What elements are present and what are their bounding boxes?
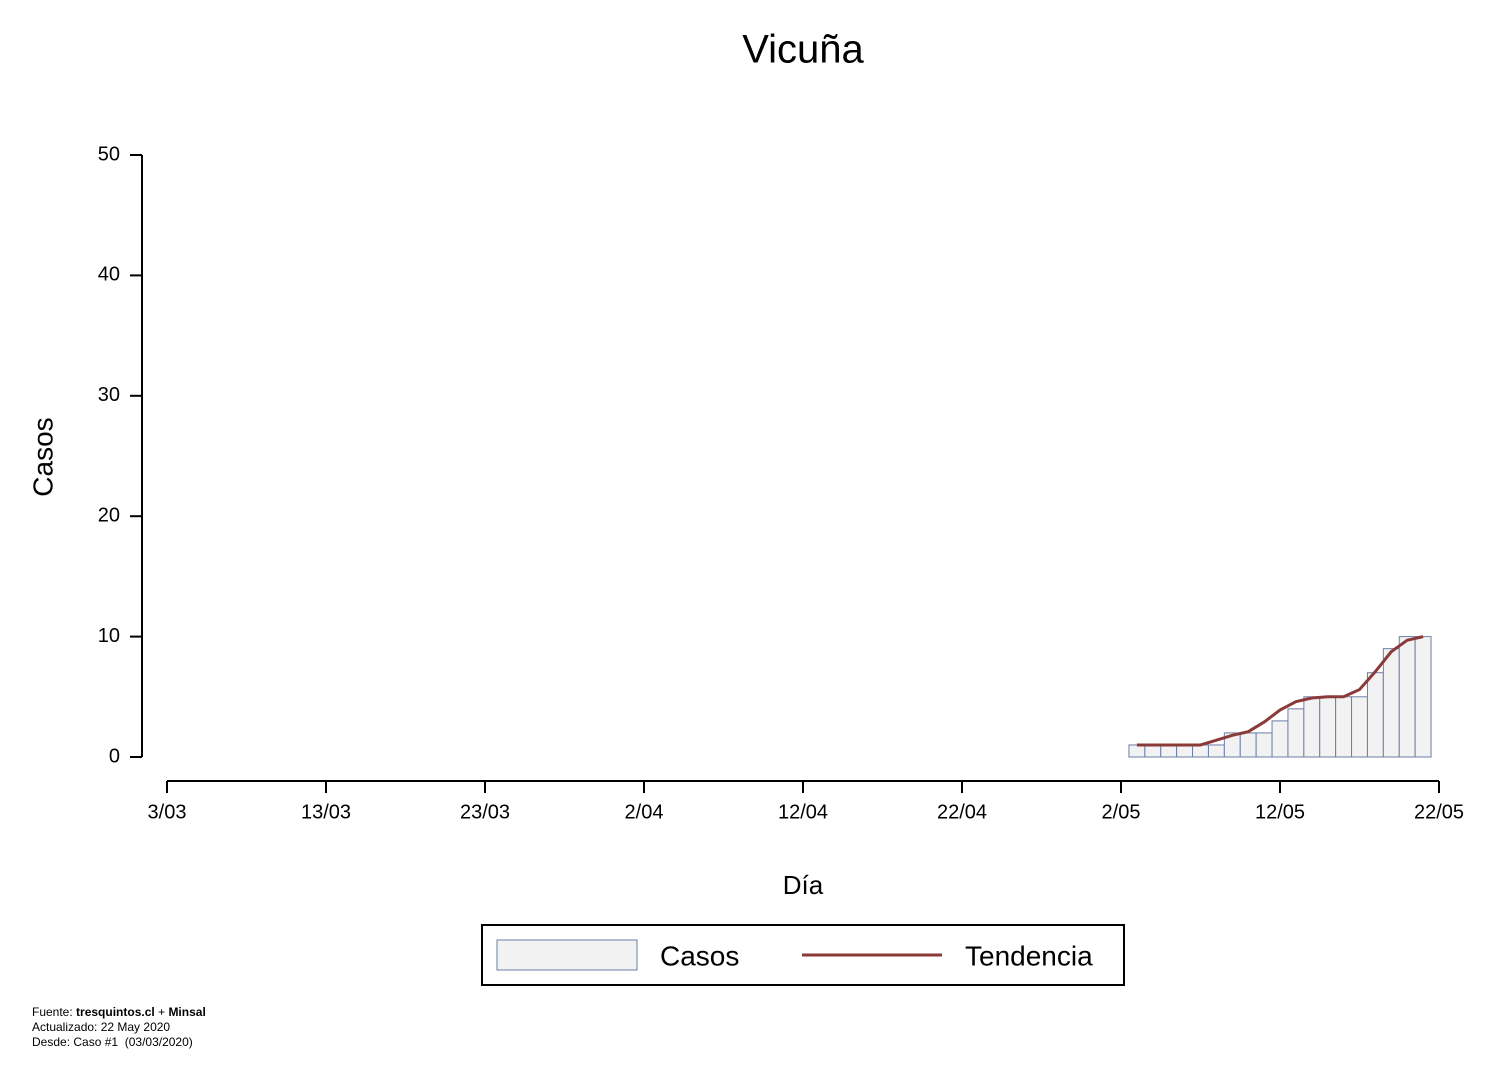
bar [1303,696,1321,758]
x-tick-label: 12/05 [1255,801,1305,823]
legend-swatch [496,939,638,971]
x-tick-label: 23/03 [460,801,510,823]
bar [1160,744,1178,758]
y-tick-label: 50 [98,143,120,165]
legend-label: Casos [660,940,739,971]
y-axis-label: Casos [27,417,58,496]
bar [1382,648,1400,758]
x-tick-label: 22/04 [937,801,987,823]
trend-line [1136,635,1424,747]
bar [1192,744,1209,758]
bar [1144,744,1162,758]
bar [1414,636,1432,758]
chart-title: Vicuña [742,28,864,72]
bar [1207,744,1225,758]
y-tick-label: 0 [109,745,120,767]
x-tick-label: 12/04 [778,801,828,823]
source-plus: + [158,1005,165,1019]
y-tick-label: 20 [98,504,120,526]
bar [1351,696,1368,758]
bar [1239,732,1257,758]
source-org: Minsal [168,1005,205,1019]
bar [1271,720,1289,758]
x-tick-label: 13/03 [301,801,351,823]
bar [1176,744,1194,758]
y-tick-label: 40 [98,264,120,286]
x-tick-label: 2/04 [625,801,664,823]
bar [1335,696,1353,758]
since-note: Desde: Caso #1 (03/03/2020) [32,1035,193,1049]
legend-label: Tendencia [965,940,1093,971]
source-label: Fuente: [32,1005,73,1019]
bar [1398,636,1416,758]
bar [1319,696,1337,758]
bar [1255,732,1273,758]
x-tick-label: 3/03 [148,801,187,823]
updated-note: Actualizado: 22 May 2020 [32,1020,170,1034]
x-tick-label: 22/05 [1414,801,1464,823]
y-tick-label: 10 [98,625,120,647]
bar [1366,672,1384,758]
x-axis-label: Día [783,870,824,900]
source-site: tresquintos.cl [76,1005,155,1019]
bar [1128,744,1146,758]
source-note: Fuente: tresquintos.cl + Minsal [32,1005,206,1019]
bar [1287,708,1305,758]
x-tick-label: 2/05 [1102,801,1141,823]
y-tick-label: 30 [98,384,120,406]
